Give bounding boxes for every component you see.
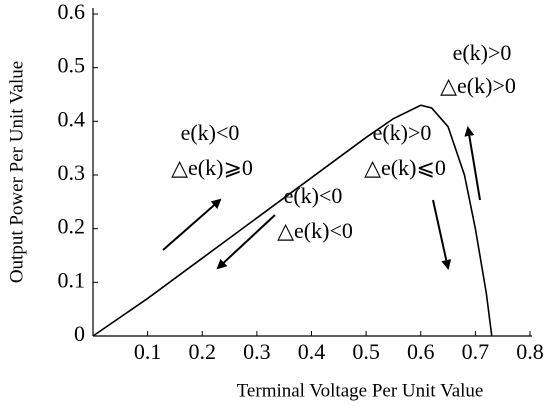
annotation: e(k)>0 (373, 120, 432, 145)
annotation: △e(k)>0 (440, 73, 516, 98)
x-tick-label: 0.5 (352, 339, 380, 364)
annotation: △e(k)<0 (277, 218, 353, 243)
arrow (464, 126, 481, 201)
x-tick-label: 0.7 (462, 339, 490, 364)
y-tick-label: 0.1 (58, 267, 86, 292)
x-tick-label: 0.8 (516, 339, 544, 364)
y-axis-label: Output Power Per Unit Value (6, 61, 27, 283)
y-tick-label: 0.5 (58, 53, 86, 78)
annotation: e(k)<0 (284, 183, 343, 208)
y-tick-label: 0.3 (58, 160, 86, 185)
arrow (162, 198, 222, 251)
annotation: e(k)<0 (181, 120, 240, 145)
curve (92, 104, 493, 337)
x-tick-label: 0.1 (134, 339, 162, 364)
y-tick-label: 0.2 (58, 214, 86, 239)
y-tick-label: 0.6 (58, 0, 86, 24)
y-tick-label: 0 (74, 321, 85, 346)
x-axis-label: Terminal Voltage Per Unit Value (237, 380, 484, 401)
x-tick-label: 0.3 (243, 339, 271, 364)
x-tick-label: 0.6 (407, 339, 435, 364)
arrow (216, 214, 276, 270)
x-tick-label: 0.2 (189, 339, 217, 364)
x-tick-label: 0.4 (298, 339, 326, 364)
y-tick-label: 0.4 (58, 106, 86, 131)
annotation: △e(k)⩾0 (171, 155, 253, 180)
annotation: e(k)>0 (453, 40, 512, 65)
annotation: △e(k)⩽0 (364, 155, 446, 180)
arrow (432, 199, 452, 270)
